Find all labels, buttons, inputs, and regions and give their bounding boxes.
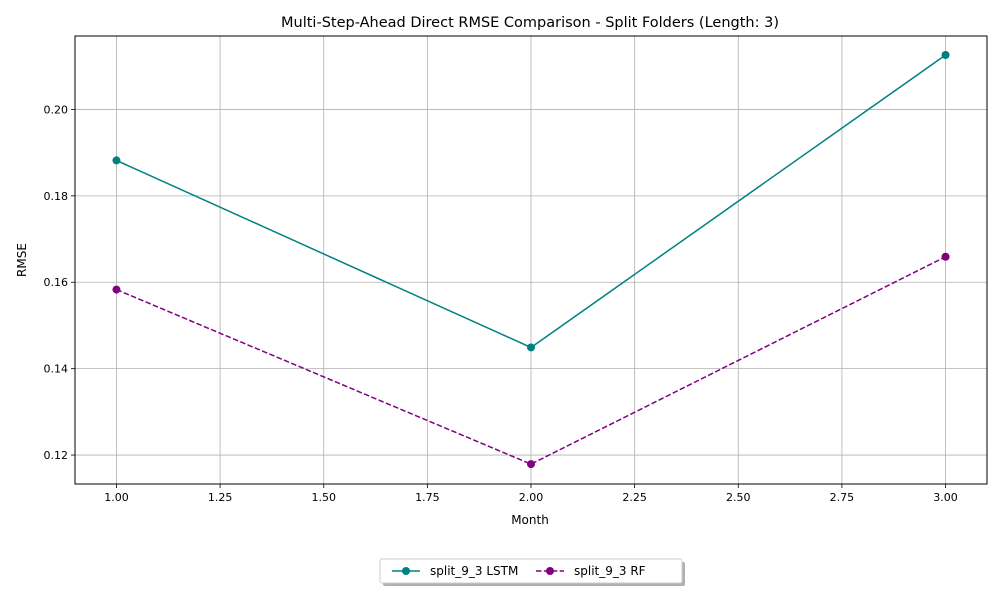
x-tick-label: 2.75 [830, 491, 855, 504]
chart-title: Multi-Step-Ahead Direct RMSE Comparison … [281, 15, 779, 31]
legend-label-0: split_9_3 LSTM [430, 564, 518, 578]
legend-label-1: split_9_3 RF [574, 564, 646, 578]
data-point-series-0 [527, 343, 535, 352]
data-point-series-1 [112, 285, 121, 294]
x-tick-label: 2.25 [622, 491, 647, 504]
y-tick-label: 0.20 [44, 103, 69, 116]
legend-marker-0 [402, 567, 410, 575]
grid-layer [75, 36, 987, 484]
series-line-1 [116, 256, 946, 465]
series-layer [112, 51, 950, 469]
y-tick-label: 0.12 [44, 449, 69, 462]
legend-box [379, 558, 683, 584]
y-axis-label: RMSE [15, 243, 29, 277]
x-tick-label: 1.25 [208, 491, 233, 504]
y-tick-label: 0.18 [44, 190, 69, 203]
y-tick-label: 0.16 [44, 276, 69, 289]
x-tick-label: 1.75 [415, 491, 440, 504]
legend-marker-1 [546, 567, 554, 575]
legend-items: split_9_3 LSTM split_9_3 RF [392, 564, 646, 578]
x-tick-label: 1.00 [104, 491, 129, 504]
x-axis-label: Month [511, 513, 549, 527]
legend: split_9_3 LSTM split_9_3 RF [379, 558, 685, 586]
tick-layer: 1.00 1.25 1.50 1.75 2.00 2.25 2.50 2.75 3.00 0.12… [44, 103, 958, 504]
x-tick-label: 3.00 [933, 491, 958, 504]
data-point-series-0 [941, 51, 950, 60]
x-tick-label: 1.50 [311, 491, 336, 504]
y-tick-label: 0.14 [44, 363, 69, 376]
x-tick-label: 2.00 [519, 491, 544, 504]
x-tick-label: 2.50 [726, 491, 751, 504]
data-point-series-0 [112, 156, 121, 165]
data-point-series-1 [941, 252, 950, 261]
data-point-series-1 [527, 460, 535, 469]
